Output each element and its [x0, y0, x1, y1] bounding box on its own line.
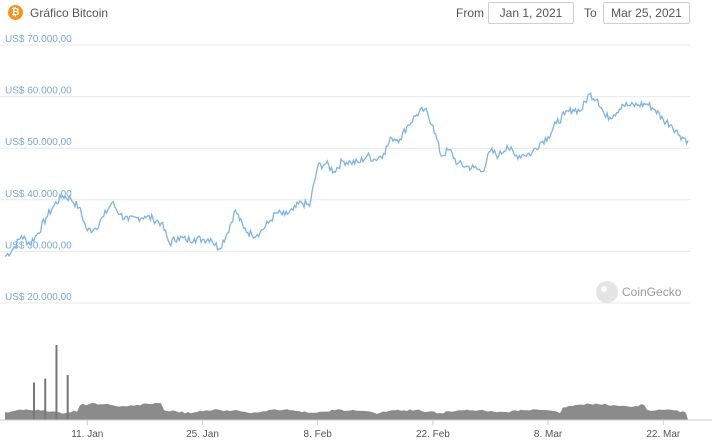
y-tick-label: US$ 30.000,00 — [5, 240, 72, 251]
chart-title: Gráfico Bitcoin — [30, 6, 109, 20]
volume-bar — [44, 378, 47, 420]
y-tick-label: US$ 40.000,00 — [5, 189, 72, 200]
x-tick-label: 25. Jan — [186, 429, 219, 440]
y-tick-label: US$ 60.000,00 — [5, 86, 72, 97]
y-tick-label: US$ 50.000,00 — [5, 137, 72, 148]
x-tick-label: 11. Jan — [71, 429, 103, 440]
volume-bar — [66, 375, 69, 420]
volume-bar — [55, 345, 58, 420]
from-label: From — [456, 6, 484, 20]
x-tick-label: 22. Mar — [646, 429, 681, 440]
watermark-text: CoinGecko — [622, 285, 682, 299]
x-tick-label: 8. Feb — [304, 429, 333, 440]
chart-header: ₿ Gráfico Bitcoin From Jan 1, 2021 To Ma… — [0, 0, 712, 30]
from-date-input[interactable]: Jan 1, 2021 — [488, 2, 574, 24]
volume-area — [5, 403, 688, 420]
price-line — [4, 92, 689, 258]
x-tick-label: 8. Mar — [534, 429, 563, 440]
coingecko-watermark: CoinGecko — [596, 281, 682, 303]
coingecko-logo-eye — [601, 286, 607, 292]
to-label: To — [584, 6, 597, 20]
bitcoin-icon: ₿ — [8, 5, 23, 20]
y-tick-label: US$ 20.000,00 — [5, 292, 72, 303]
y-tick-label: US$ 70.000,00 — [5, 34, 72, 45]
to-date-input[interactable]: Mar 25, 2021 — [603, 2, 690, 24]
volume-bar — [33, 382, 35, 420]
x-tick-label: 22. Feb — [416, 429, 450, 440]
coingecko-logo-icon — [596, 281, 618, 303]
